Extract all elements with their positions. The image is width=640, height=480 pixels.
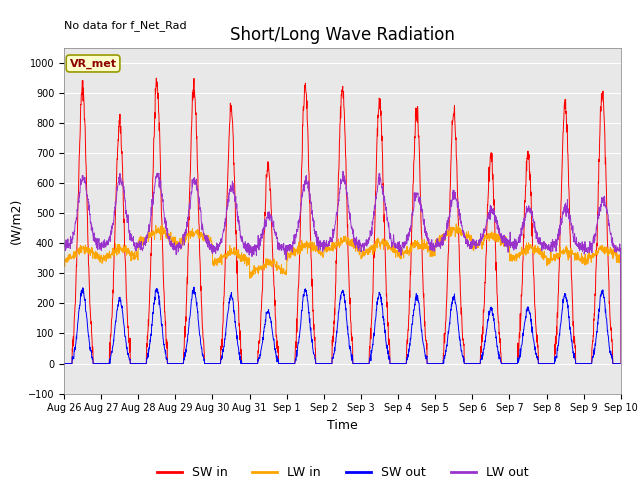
Line: LW out: LW out	[64, 171, 621, 363]
LW in	[358, 249, 366, 255]
LW out	[359, 240, 367, 246]
SW in	[60, 360, 68, 366]
SW out	[568, 337, 575, 343]
Legend: SW in, LW in, SW out, LW out: SW in, LW in, SW out, LW out	[152, 461, 533, 480]
SW in	[617, 360, 625, 366]
LW out	[371, 203, 379, 208]
LW in	[504, 240, 512, 246]
LW in	[216, 258, 223, 264]
SW out	[190, 284, 198, 290]
LW out	[339, 168, 347, 174]
LW in	[60, 253, 68, 259]
Text: VR_met: VR_met	[70, 59, 116, 69]
SW out	[60, 360, 68, 366]
LW out	[617, 360, 625, 366]
X-axis label: Time: Time	[327, 419, 358, 432]
LW in	[584, 257, 591, 263]
LW out	[60, 241, 68, 247]
Line: LW in: LW in	[64, 224, 621, 363]
SW out	[216, 360, 223, 366]
SW in	[568, 277, 575, 283]
LW in	[568, 250, 575, 255]
SW in	[504, 360, 512, 366]
SW out	[617, 360, 625, 366]
LW in	[371, 246, 378, 252]
LW out	[584, 248, 591, 254]
LW in	[617, 360, 625, 366]
Line: SW out: SW out	[64, 287, 621, 363]
Text: No data for f_Net_Rad: No data for f_Net_Rad	[64, 20, 187, 31]
SW in	[152, 75, 160, 81]
SW out	[584, 360, 591, 366]
LW out	[568, 225, 575, 231]
SW in	[359, 360, 367, 366]
LW in	[452, 221, 460, 227]
Y-axis label: (W/m2): (W/m2)	[9, 198, 22, 244]
Title: Short/Long Wave Radiation: Short/Long Wave Radiation	[230, 25, 455, 44]
SW in	[584, 360, 591, 366]
SW in	[216, 360, 223, 366]
SW out	[504, 360, 512, 366]
LW out	[216, 244, 223, 250]
SW out	[371, 324, 379, 330]
Line: SW in: SW in	[64, 78, 621, 363]
SW out	[359, 360, 367, 366]
SW in	[371, 226, 379, 231]
LW out	[504, 241, 512, 247]
